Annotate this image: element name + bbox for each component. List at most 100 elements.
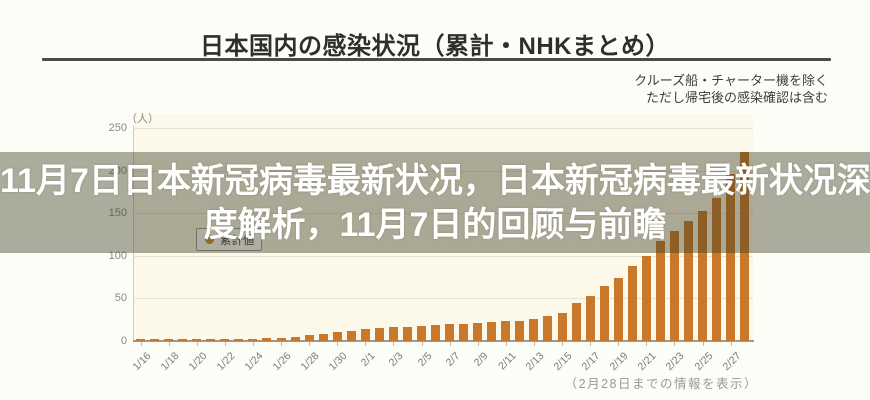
x-tick (337, 342, 339, 346)
x-tick-label: 1/22 (214, 350, 238, 373)
y-axis-line (133, 126, 134, 341)
bar-2/7 (445, 323, 455, 341)
x-tick (168, 342, 170, 346)
x-tick-label: 2/27 (720, 350, 744, 373)
bar-2/9 (473, 323, 483, 341)
y-tick-label: 100 (108, 249, 127, 262)
x-tick (730, 342, 732, 346)
x-tick-label: 2/11 (495, 350, 519, 373)
x-tick (196, 342, 198, 346)
x-tick-label: 1/24 (242, 350, 266, 373)
x-tick (421, 342, 423, 346)
source-note-line1: クルーズ船・チャーター機を除く (634, 73, 828, 88)
bar-2/23 (669, 231, 679, 341)
y-tick-label: 50 (114, 292, 127, 305)
x-tick (281, 342, 282, 346)
x-tick-label: 1/26 (270, 350, 294, 373)
x-tick-label: 2/5 (415, 350, 434, 369)
x-tick (702, 342, 704, 346)
x-tick-label: 2/7 (443, 350, 463, 369)
bar-2/27 (726, 174, 736, 341)
source-note-line2: ただし帰宅後の感染確認は含む (645, 90, 828, 105)
bar-2/25 (698, 211, 707, 341)
x-tick-label: 1/18 (158, 350, 182, 373)
x-tick (505, 342, 507, 346)
bar-2/12 (515, 320, 525, 341)
x-tick (646, 342, 648, 346)
bar-1/17 (150, 339, 160, 341)
bar-2/5 (417, 325, 426, 341)
bar-1/26 (276, 337, 286, 341)
bar-2/17 (585, 295, 595, 341)
bar-1/28 (304, 335, 314, 341)
legend: 累計値 (196, 228, 262, 251)
bar-2/21 (641, 255, 651, 341)
x-tick-label: 2/19 (607, 350, 631, 373)
bar-1/16 (136, 339, 145, 341)
bar-2/19 (613, 277, 623, 341)
x-tick (674, 342, 676, 346)
x-tick (477, 342, 479, 346)
bar-1/22 (220, 339, 230, 341)
x-tick (224, 342, 226, 346)
y-axis-unit-label: （人） (126, 113, 159, 125)
y-tick-label: 200 (108, 164, 127, 177)
x-axis-line (133, 340, 754, 342)
y-tick-label: 250 (108, 122, 127, 134)
x-tick (309, 342, 311, 346)
headline-overlay-banner: 11月7日日本新冠病毒最新状况，日本新冠病毒最新状况深 度解析，11月7日的回顾… (0, 152, 870, 253)
bar-1/30 (332, 332, 342, 341)
x-tick (449, 342, 451, 346)
page-title: 日本国内の感染状況（累計・NHKまとめ） (200, 33, 670, 60)
x-tick-label: 2/3 (387, 350, 406, 369)
x-tick-label: 2/21 (635, 350, 659, 373)
legend-marker-icon (205, 235, 214, 244)
bar-1/19 (178, 339, 188, 341)
bar-2/28 (740, 151, 750, 341)
x-tick (562, 342, 563, 346)
gridline-y150 (133, 213, 753, 215)
bar-2/20 (627, 266, 637, 341)
y-tick-label: 150 (108, 207, 127, 220)
bar-1/18 (164, 339, 174, 341)
x-tick (533, 342, 535, 346)
bar-2/24 (683, 220, 693, 341)
bar-1/24 (248, 339, 258, 341)
bar-2/2 (374, 328, 384, 341)
x-tick-label: 2/13 (523, 350, 547, 373)
bar-2/26 (712, 197, 722, 341)
bar-1/21 (206, 339, 216, 341)
bar-2/13 (529, 318, 539, 341)
gridline-y250 (133, 128, 753, 129)
y-tick-label: 0 (120, 335, 127, 347)
footer-note: （2月28日までの情報を表示） (564, 377, 758, 391)
bar-2/16 (571, 302, 581, 341)
headline-line-1: 11月7日日本新冠病毒最新状况，日本新冠病毒最新状况深 (0, 161, 870, 200)
bar-2/4 (402, 326, 412, 341)
title-divider (42, 58, 831, 61)
source-note: クルーズ船・チャーター機を除く ただし帰宅後の感染確認は含む (428, 72, 828, 106)
bar-2/15 (557, 312, 567, 341)
bar-2/8 (459, 323, 469, 341)
x-tick-label: 1/30 (326, 350, 350, 373)
x-tick-label: 2/15 (551, 350, 575, 373)
bar-1/29 (318, 334, 328, 341)
bar-2/6 (431, 324, 441, 341)
x-tick-label: 1/20 (186, 350, 210, 373)
bar-2/14 (543, 316, 553, 341)
x-tick (393, 342, 395, 346)
x-tick (590, 342, 592, 346)
bar-2/1 (360, 329, 370, 341)
bar-1/20 (192, 339, 202, 341)
x-tick (365, 342, 367, 346)
x-tick-label: 1/16 (130, 350, 153, 373)
bar-1/31 (346, 330, 356, 341)
x-tick-label: 2/23 (663, 350, 687, 373)
gridline-y100 (133, 255, 753, 257)
x-tick (252, 342, 254, 346)
legend-label: 累計値 (220, 234, 255, 247)
bar-1/27 (290, 336, 300, 341)
x-tick-label: 2/9 (471, 350, 491, 369)
gridline-y50 (133, 298, 753, 300)
